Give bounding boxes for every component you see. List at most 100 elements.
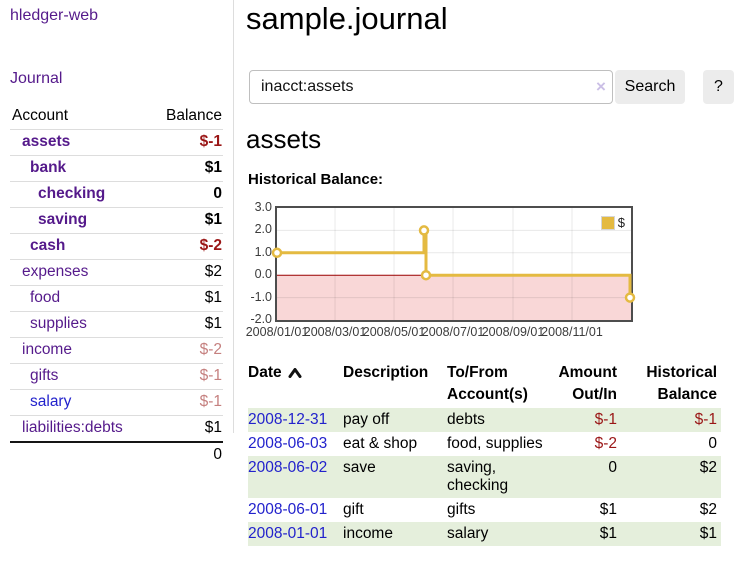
transaction-row[interactable]: 2008-06-03 eat & shop food, supplies $-2 0	[248, 432, 721, 456]
y-axis-tick-label: -2.0	[250, 312, 272, 326]
register-table: Date Description To/From Account(s) Amount …	[248, 356, 721, 546]
transaction-accounts: food, supplies	[447, 435, 543, 452]
account-balance: 0	[213, 185, 222, 202]
account-row: supplies $1	[10, 312, 223, 338]
account-link-gifts[interactable]: gifts	[30, 367, 59, 384]
clear-search-icon[interactable]: ×	[596, 77, 606, 96]
transaction-description: save	[343, 459, 376, 476]
transaction-accounts: gifts	[447, 501, 476, 518]
transaction-date-link[interactable]: 2008-06-01	[248, 501, 328, 518]
page-title: sample.journal	[246, 1, 448, 36]
transaction-amount: 0	[608, 459, 617, 476]
transaction-balance: $1	[699, 525, 717, 542]
account-row: assets $-1	[10, 130, 223, 156]
transaction-date-link[interactable]: 2008-06-03	[248, 435, 328, 452]
account-balance: $-2	[199, 237, 222, 254]
x-axis-tick-label: 2008/03/01	[303, 325, 367, 339]
account-row: income $-2	[10, 338, 223, 364]
y-axis-tick-label: 1.0	[254, 244, 272, 259]
transaction-amount: $1	[599, 525, 617, 542]
account-heading: assets	[246, 124, 322, 154]
accounts-total-spacer	[10, 442, 150, 468]
transaction-balance: $-1	[694, 411, 717, 428]
accounts-column-header: Account	[12, 107, 69, 124]
register-header-row: Date Description To/From Account(s) Amount …	[248, 356, 721, 408]
search-button[interactable]: Search	[615, 70, 685, 104]
transaction-balance: 0	[708, 435, 717, 452]
transaction-description: pay off	[343, 411, 390, 428]
search-input[interactable]	[249, 70, 613, 104]
transaction-description: income	[343, 525, 393, 542]
account-row: salary $-1	[10, 390, 223, 416]
transaction-amount: $1	[599, 501, 617, 518]
account-link-assets[interactable]: assets	[22, 133, 71, 150]
data-point-marker[interactable]	[420, 269, 432, 281]
register-column-header: Historical Balance	[646, 364, 717, 403]
transaction-row[interactable]: 2008-01-01 income salary $1 $1	[248, 522, 721, 546]
y-axis-tick-label: -1.0	[250, 289, 272, 304]
account-link-checking[interactable]: checking	[38, 185, 106, 202]
account-link-salary[interactable]: salary	[30, 393, 72, 410]
help-button[interactable]: ?	[703, 70, 734, 104]
account-row: expenses $2	[10, 260, 223, 286]
legend-label: $	[617, 215, 625, 230]
account-link-income[interactable]: income	[22, 341, 72, 358]
account-balance: $-2	[199, 341, 222, 358]
x-axis-tick-label: 2008/01/01	[245, 325, 309, 339]
account-link-liabilities-debts[interactable]: liabilities:debts	[22, 419, 123, 436]
account-link-cash[interactable]: cash	[30, 237, 66, 254]
account-balance: $-1	[199, 133, 222, 150]
balance-chart-plot: $	[271, 206, 636, 322]
transaction-accounts: salary	[447, 525, 489, 542]
account-link-food[interactable]: food	[30, 289, 61, 306]
transaction-accounts: saving, checking	[447, 459, 509, 494]
transaction-accounts: debts	[447, 411, 485, 428]
app-brand-link[interactable]: hledger-web	[10, 7, 99, 24]
accounts-table-body: assets $-1 bank $1 checking 0 saving $1 cash $-2 e…	[10, 130, 223, 442]
negative-region	[277, 275, 631, 320]
account-row: saving $1	[10, 208, 223, 234]
transaction-description: eat & shop	[343, 435, 418, 452]
account-balance: $-1	[199, 393, 222, 410]
register-column-header: Amount Out/In	[558, 364, 617, 403]
account-link-saving[interactable]: saving	[38, 211, 88, 228]
transaction-date-link[interactable]: 2008-06-02	[248, 459, 328, 476]
account-row: food $1	[10, 286, 223, 312]
balance-column-header: Balance	[165, 107, 222, 124]
transaction-amount: $-2	[594, 435, 617, 452]
account-row: checking 0	[10, 182, 223, 208]
account-row: bank $1	[10, 156, 223, 182]
transaction-row[interactable]: 2008-06-01 gift gifts $1 $2	[248, 498, 721, 522]
sidebar-item-journal[interactable]: Journal	[10, 70, 63, 87]
transaction-row[interactable]: 2008-06-02 save saving, checking 0 $2	[248, 456, 721, 498]
transaction-balance: $2	[699, 459, 717, 476]
data-point-marker[interactable]	[271, 247, 283, 259]
transaction-amount: $-1	[594, 411, 617, 428]
transaction-date-link[interactable]: 2008-01-01	[248, 525, 328, 542]
accounts-table: Account Balance assets $-1 bank $1 checking 0…	[10, 104, 223, 468]
sort-ascending-icon[interactable]	[288, 368, 302, 378]
y-axis-tick-label: 2.0	[254, 222, 272, 237]
account-link-expenses[interactable]: expenses	[22, 263, 89, 280]
account-balance: $1	[204, 419, 222, 436]
register-column-header: Date	[248, 356, 343, 408]
account-link-bank[interactable]: bank	[30, 159, 67, 176]
x-axis-tick-label: 2008/05/01	[362, 325, 426, 339]
balance-chart: $ 3.0 2.0 1.0 0.0 -1.0 -2.0 2008/01/01 2008/03…	[245, 198, 728, 346]
x-axis-tick-label: 2008/11/01	[541, 325, 603, 339]
transaction-row[interactable]: 2008-12-31 pay off debts $-1 $-1	[248, 408, 721, 432]
account-balance: $1	[204, 159, 222, 176]
account-link-supplies[interactable]: supplies	[30, 315, 87, 332]
transaction-date-link[interactable]: 2008-12-31	[248, 411, 328, 428]
account-row: liabilities:debts $1	[10, 416, 223, 442]
transaction-description: gift	[343, 501, 364, 518]
register-table-body: 2008-12-31 pay off debts $-1 $-1 2008-06-03 ea…	[248, 408, 721, 546]
data-point-marker[interactable]	[418, 225, 430, 236]
data-point-marker[interactable]	[624, 292, 636, 303]
chart-heading: Historical Balance:	[248, 171, 384, 188]
transaction-balance: $2	[699, 501, 717, 518]
chart-legend: $	[599, 215, 626, 230]
accounts-table-header-row: Account Balance	[10, 104, 223, 130]
x-axis-tick-label: 2008/09/01	[481, 325, 545, 339]
legend-swatch-icon	[600, 215, 615, 230]
